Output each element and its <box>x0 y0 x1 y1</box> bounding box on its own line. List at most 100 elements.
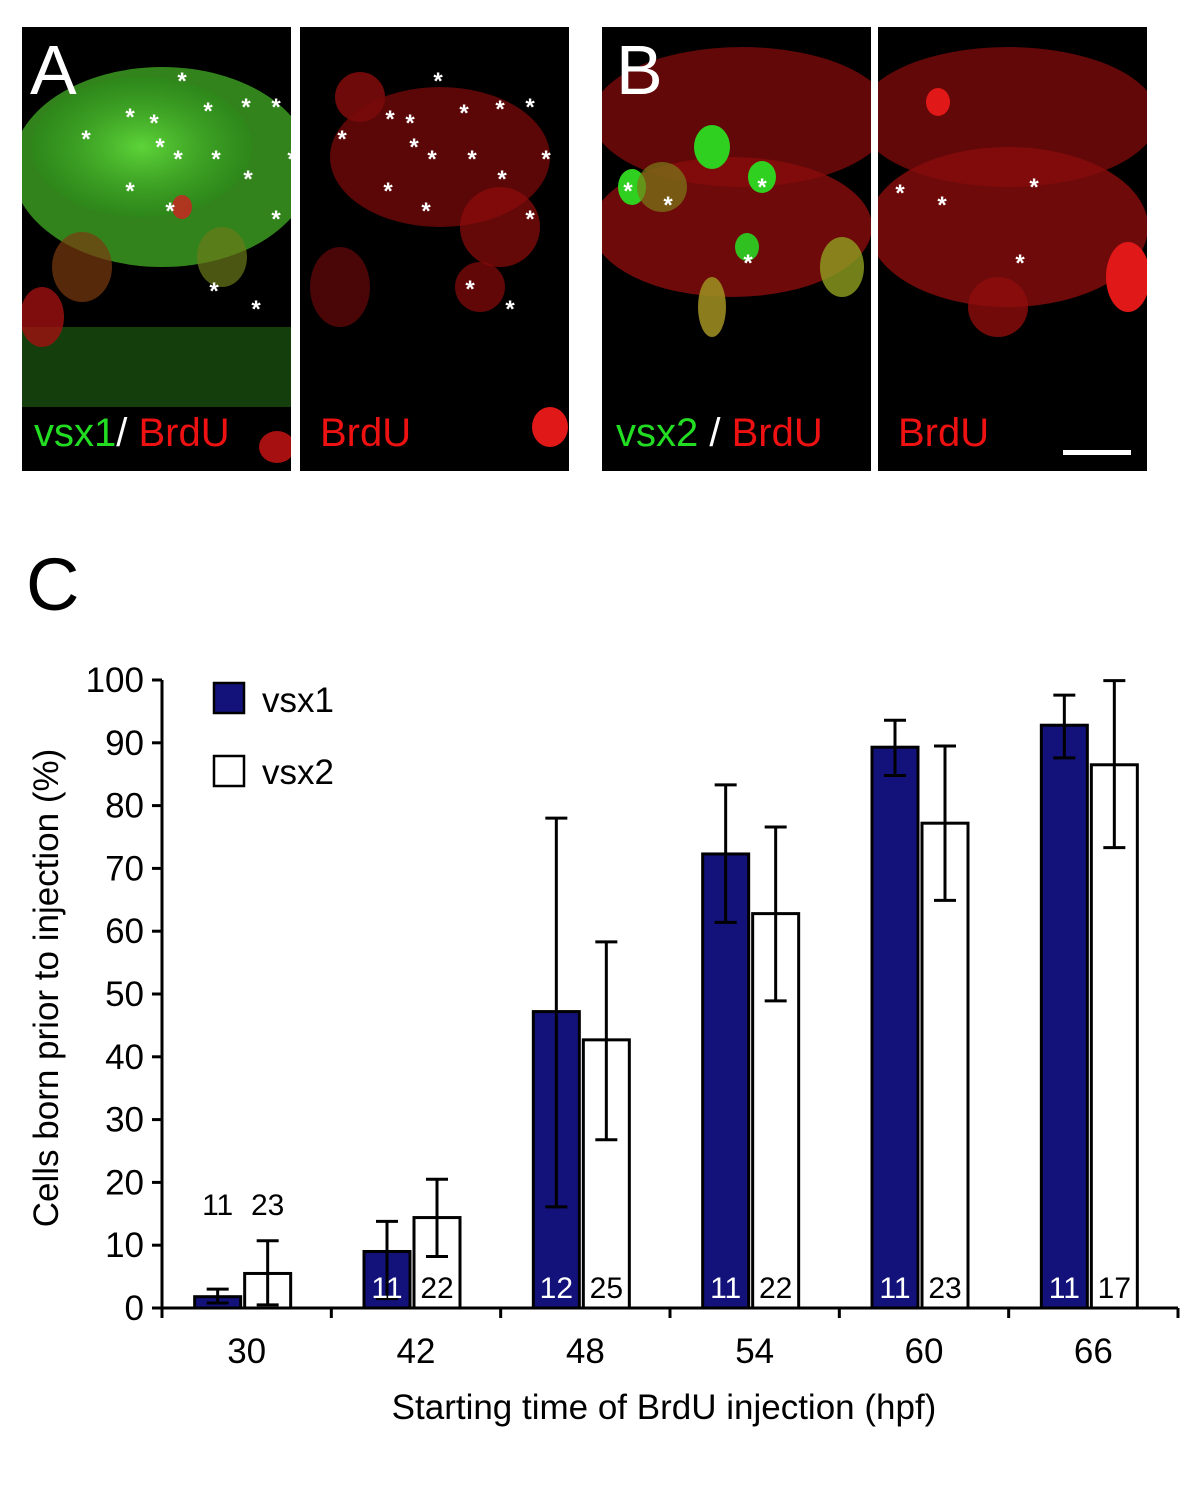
panel-b-separator: / <box>709 411 721 455</box>
cell-marker-asterisk: * <box>251 296 261 323</box>
cell-marker-asterisk: * <box>1029 174 1039 201</box>
cell-marker-asterisk: * <box>459 100 469 127</box>
y-tick-label: 20 <box>105 1163 144 1202</box>
x-axis-title: Starting time of BrdU injection (hpf) <box>392 1388 937 1427</box>
y-tick-label: 60 <box>105 912 144 951</box>
y-tick-label: 0 <box>125 1289 144 1328</box>
panel-a-brdu-image: * * * * * * * * * * * * * * * * * BrdU <box>300 27 569 471</box>
n-label-vsx1-42: 11 <box>371 1272 402 1305</box>
panel-a-merge-micrograph: ***************** <box>22 67 291 463</box>
y-tick-label: 90 <box>105 724 144 763</box>
cell-marker-asterisk: * <box>467 146 477 173</box>
bar-vsx1-60 <box>870 745 920 1310</box>
y-tick-label: 30 <box>105 1101 144 1140</box>
n-label-vsx2-42: 22 <box>420 1272 453 1305</box>
cell-marker-asterisk: * <box>757 174 767 201</box>
panel-a-brdu-label: BrdU <box>320 411 412 455</box>
x-tick-label: 48 <box>566 1332 605 1371</box>
cell-marker-asterisk: * <box>525 94 535 121</box>
cell-marker-asterisk: * <box>165 198 175 225</box>
y-axis-title: Cells born prior to injection (%) <box>27 749 66 1228</box>
panel-a-green-label: vsx1 <box>34 411 117 455</box>
y-tick-label: 80 <box>105 787 144 826</box>
panel-a-separator: / <box>116 411 128 455</box>
cell-marker-asterisk: * <box>433 68 443 95</box>
cell-marker-asterisk: * <box>895 180 905 207</box>
panel-a-merge-image: ***************** A vsx1/ BrdU <box>22 27 291 471</box>
cell-marker-asterisk: * <box>81 126 91 153</box>
n-label-vsx2-54: 22 <box>759 1272 792 1305</box>
n-label-vsx2-66: 17 <box>1098 1272 1131 1305</box>
cell-marker-asterisk: * <box>149 110 159 137</box>
cell-marker-asterisk: * <box>385 106 395 133</box>
cell-marker-asterisk: * <box>623 178 633 205</box>
panel-b-green-label: vsx2 <box>616 411 699 455</box>
cell-marker-asterisk: * <box>937 192 947 219</box>
cell-marker-asterisk: * <box>383 178 393 205</box>
x-tick-label: 30 <box>227 1332 266 1371</box>
panel-c-letter: C <box>26 543 80 626</box>
n-label-vsx2-48: 25 <box>590 1272 623 1305</box>
cell-marker-asterisk: * <box>125 104 135 131</box>
y-tick-label: 70 <box>105 849 144 888</box>
panel-b-merge-image: * * * * B vsx2 / BrdU <box>602 27 871 471</box>
n-label-vsx2-30: 23 <box>251 1189 284 1222</box>
cell-marker-asterisk: * <box>271 94 281 121</box>
cell-marker-asterisk: * <box>271 206 281 233</box>
cell-marker-asterisk: * <box>211 146 221 173</box>
cell-marker-asterisk: * <box>405 110 415 137</box>
x-tick-label: 60 <box>905 1332 944 1371</box>
legend-vsx2-swatch <box>212 754 246 788</box>
cell-marker-asterisk: * <box>241 94 251 121</box>
panel-a-merge-label: vsx1/ BrdU <box>34 413 230 453</box>
panel-b-merge-micrograph: * * * * <box>602 47 871 337</box>
y-tick-label: 50 <box>105 975 144 1014</box>
cell-marker-asterisk: * <box>173 146 183 173</box>
cell-marker-asterisk: * <box>663 192 673 219</box>
panel-b-merge-label: vsx2 / BrdU <box>616 413 823 453</box>
legend-vsx1-swatch <box>212 681 246 715</box>
panel-b-red-label: BrdU <box>731 411 823 455</box>
cell-marker-asterisk: * <box>495 96 505 123</box>
n-label-vsx1-54: 11 <box>710 1272 741 1305</box>
cell-marker-asterisk: * <box>1015 250 1025 277</box>
legend-vsx2-label: vsx2 <box>262 753 334 792</box>
n-label-vsx1-60: 11 <box>879 1272 910 1305</box>
x-tick-label: 42 <box>397 1332 436 1371</box>
cell-marker-asterisk: * <box>209 278 219 305</box>
cell-marker-asterisk: * <box>525 206 535 233</box>
cell-marker-asterisk: * <box>421 198 431 225</box>
legend: vsx1 vsx2 <box>212 681 334 792</box>
cell-marker-asterisk: * <box>541 146 551 173</box>
bar-vsx2-66 <box>1089 763 1139 1310</box>
panel-b-brdu-label: BrdU <box>898 411 990 455</box>
panel-b-brdu-image: * * * * BrdU <box>878 27 1147 471</box>
bar-chart: 0 10 20 30 40 50 60 70 80 90 100 30 11 23 42 11 22 48 12 25… <box>27 661 1180 1427</box>
cell-marker-asterisk: * <box>743 250 753 277</box>
n-label-vsx2-60: 23 <box>928 1272 961 1305</box>
cell-marker-asterisk: * <box>497 166 507 193</box>
cell-marker-asterisk: * <box>337 126 347 153</box>
cell-marker-asterisk: * <box>177 68 187 95</box>
n-label-vsx1-66: 11 <box>1049 1272 1080 1305</box>
panel-a-red-label: BrdU <box>138 411 230 455</box>
x-tick-label: 66 <box>1074 1332 1113 1371</box>
cell-marker-asterisk: * <box>409 134 419 161</box>
cell-marker-asterisk: * <box>125 178 135 205</box>
x-tick-label: 54 <box>735 1332 774 1371</box>
scale-bar <box>1063 450 1131 455</box>
panel-a-brdu-micrograph: ** * * * ** * * * **** *** <box>310 68 568 447</box>
y-tick-label: 40 <box>105 1038 144 1077</box>
cell-marker-asterisk: * <box>465 276 475 303</box>
panel-b-brdu-micrograph: * * * * <box>878 47 1147 337</box>
panel-a-letter: A <box>30 31 77 109</box>
legend-vsx1-label: vsx1 <box>262 681 334 720</box>
cell-marker-asterisk: * <box>505 296 515 323</box>
cell-marker-asterisk: * <box>203 98 213 125</box>
plot-area: 0 10 20 30 40 50 60 70 80 90 100 30 11 23 42 11 22 48 12 25… <box>86 661 1180 1371</box>
y-tick-label: 10 <box>105 1226 144 1265</box>
cell-marker-asterisk: * <box>427 146 437 173</box>
n-label-vsx1-48: 12 <box>540 1272 573 1305</box>
panel-b-letter: B <box>616 31 663 109</box>
n-label-vsx1-30: 11 <box>202 1189 233 1222</box>
